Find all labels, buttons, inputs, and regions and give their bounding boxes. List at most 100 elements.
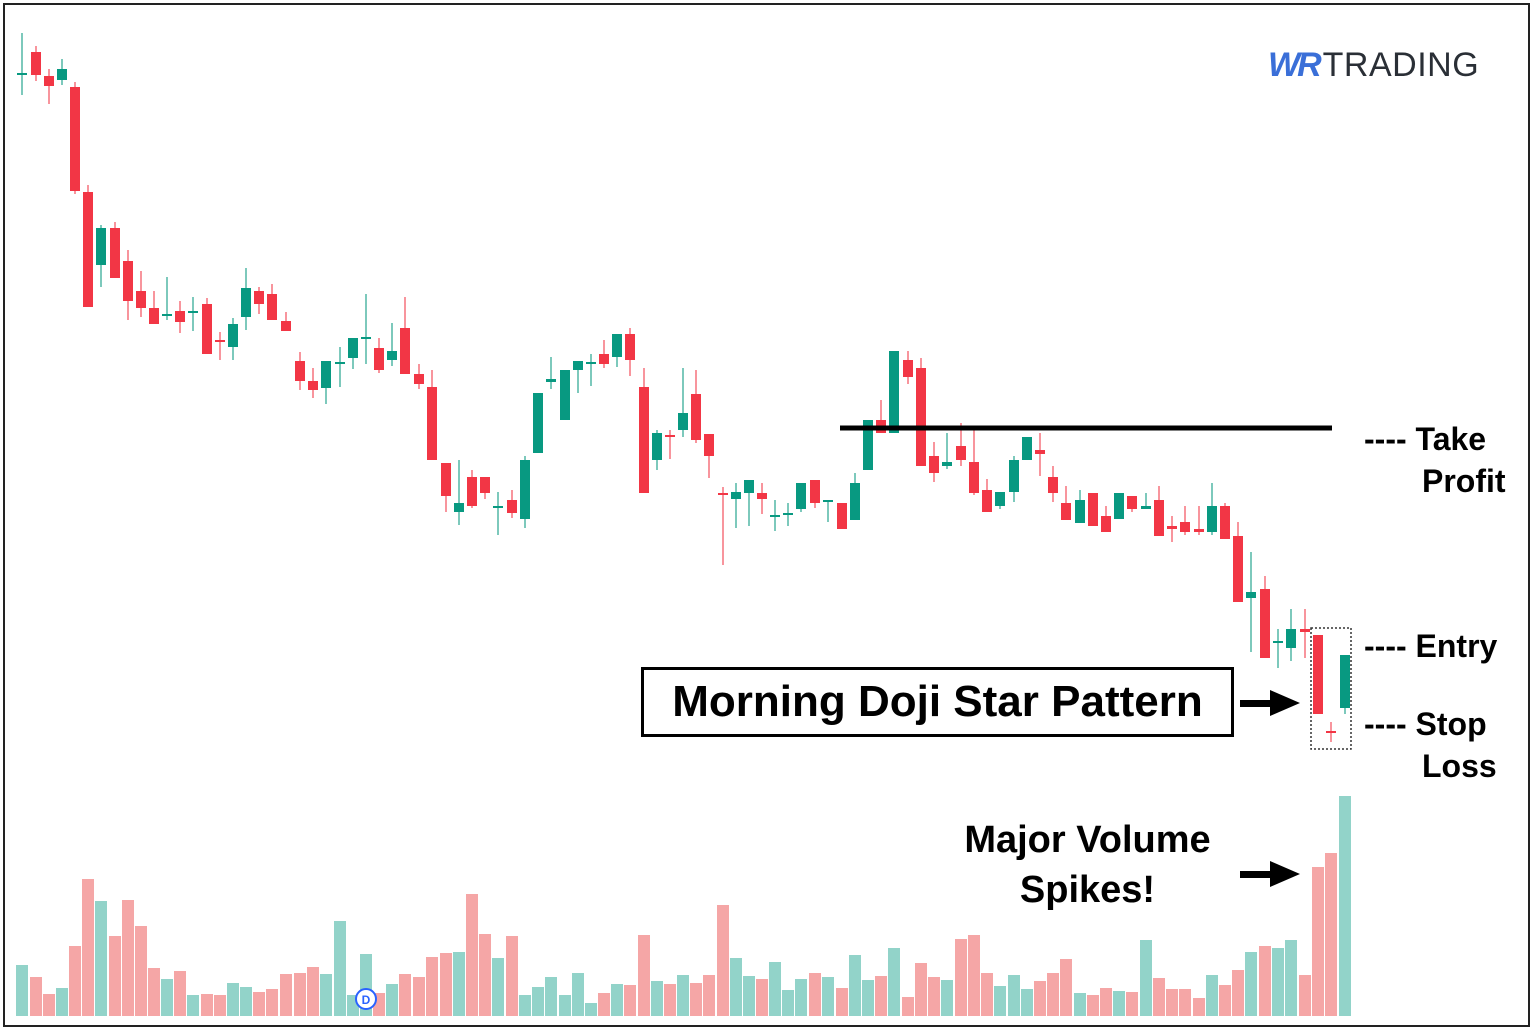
volume-bar: [545, 977, 557, 1016]
volume-bar: [280, 974, 292, 1016]
candle: [810, 480, 820, 508]
candle: [1154, 486, 1164, 536]
candle: [374, 338, 384, 373]
candle: [335, 347, 345, 387]
candle: [441, 463, 451, 512]
volume-bar: [1087, 995, 1099, 1016]
candle: [1340, 655, 1350, 714]
volume-bar: [307, 967, 319, 1016]
candle: [586, 354, 596, 386]
volume-bar: [849, 955, 861, 1016]
candle: [533, 393, 543, 453]
chart-frame: [3, 3, 1530, 1027]
volume-bar: [756, 979, 768, 1016]
price-candles: [17, 33, 1350, 742]
volume-bar: [201, 994, 213, 1016]
volume-bar: [532, 987, 544, 1016]
volume-bar: [1140, 940, 1152, 1016]
candle: [31, 46, 41, 81]
candle: [718, 487, 728, 565]
volume-bar: [1113, 991, 1125, 1016]
volume-bar: [1021, 989, 1033, 1016]
candle: [493, 492, 503, 535]
volume-bar: [624, 985, 636, 1016]
candle: [969, 430, 979, 495]
dividend-marker[interactable]: D: [355, 988, 377, 1010]
candle: [1260, 576, 1270, 658]
volume-spike-note: Major Volume Spikes!: [945, 815, 1230, 915]
volume-bar: [888, 948, 900, 1016]
volume-bar: [1206, 975, 1218, 1016]
stop-loss-label-line2: Loss: [1422, 748, 1497, 784]
candle: [1141, 493, 1151, 509]
candle: [1061, 486, 1071, 520]
candle: [1220, 503, 1230, 539]
volume-bar: [519, 995, 531, 1016]
candle: [414, 364, 424, 389]
candle: [321, 361, 331, 404]
volume-bar: [320, 974, 332, 1016]
stop-loss-label-line1: ---- Stop: [1364, 706, 1487, 742]
candle: [70, 82, 80, 194]
candle: [1048, 466, 1058, 502]
candle: [1114, 493, 1124, 519]
candle: [241, 268, 251, 330]
volume-bar: [1193, 998, 1205, 1016]
candle: [1075, 490, 1085, 523]
volume-bar: [1166, 989, 1178, 1016]
candle: [783, 503, 793, 526]
volume-bar: [506, 936, 518, 1016]
volume-bar: [955, 939, 967, 1016]
volume-bar: [1153, 978, 1165, 1016]
candle: [560, 370, 570, 420]
volume-bar: [69, 946, 81, 1016]
candle: [889, 351, 899, 433]
candle: [929, 442, 939, 482]
candle: [1246, 552, 1256, 652]
candle: [1273, 629, 1283, 668]
volume-bar: [994, 986, 1006, 1016]
volume-note-line1: Major Volume: [964, 819, 1211, 861]
take-profit-label-line1: ---- Take: [1364, 421, 1487, 457]
candle: [652, 430, 662, 470]
candle: [136, 271, 146, 317]
candle: [757, 483, 767, 514]
logo-trading: TRADING: [1322, 46, 1480, 84]
volume-bar: [135, 926, 147, 1016]
candle: [295, 352, 305, 390]
candle: [691, 370, 701, 443]
candle: [1022, 437, 1032, 460]
volume-bar: [1219, 985, 1231, 1016]
volume-bar: [822, 977, 834, 1016]
entry-label: ---- Entry: [1364, 628, 1498, 664]
candle: [982, 479, 992, 512]
candle: [454, 460, 464, 525]
candle: [400, 297, 410, 374]
volume-bar: [928, 977, 940, 1016]
candle: [1233, 522, 1243, 602]
candle: [1035, 433, 1045, 476]
candle: [731, 483, 741, 528]
candle: [17, 33, 27, 95]
volume-bar: [227, 983, 239, 1016]
volume-bar: [492, 958, 504, 1016]
volume-bars: [16, 796, 1351, 1016]
candle: [1101, 506, 1111, 532]
volume-bar: [598, 993, 610, 1016]
volume-bar: [1325, 853, 1337, 1016]
candle: [57, 59, 67, 85]
candle: [202, 298, 212, 354]
take-profit-label-line2: Profit: [1422, 463, 1506, 499]
volume-bar: [1179, 989, 1191, 1016]
candle: [850, 473, 860, 520]
candle: [427, 370, 437, 460]
volume-bar: [43, 994, 55, 1016]
volume-bar: [440, 953, 452, 1016]
candle: [480, 477, 490, 499]
volume-bar: [122, 900, 134, 1016]
volume-bar: [56, 988, 68, 1016]
volume-bar: [717, 905, 729, 1016]
candle: [744, 480, 754, 526]
volume-bar: [875, 976, 887, 1016]
volume-bar: [1100, 988, 1112, 1016]
